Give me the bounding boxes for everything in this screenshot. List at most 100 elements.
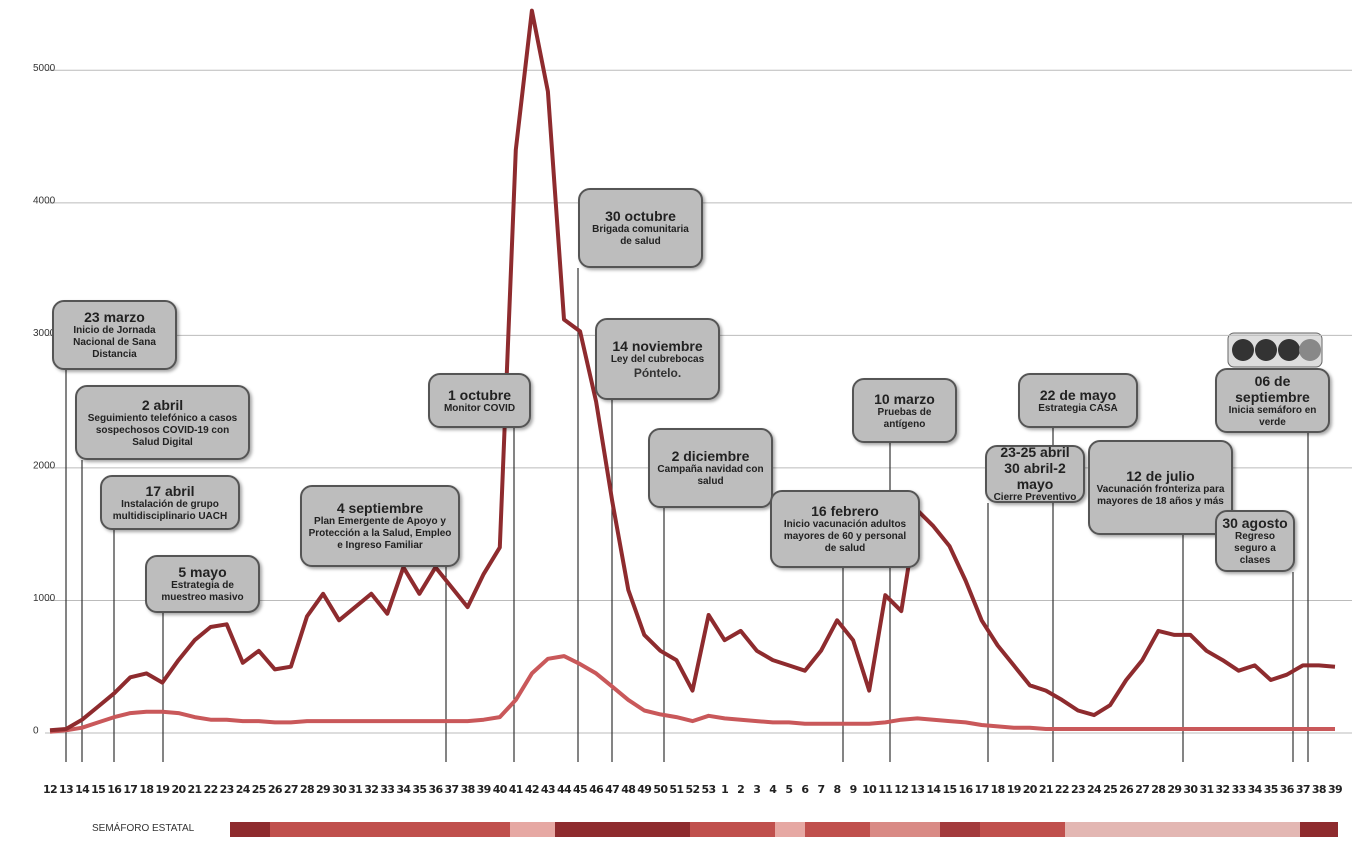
annotation: 4 septiembre Plan Emergente de Apoyo y Pr…	[300, 485, 460, 567]
x-tick-label: 11	[878, 783, 892, 796]
x-tick-label: 39	[1328, 783, 1342, 796]
x-tick-label: 26	[1119, 783, 1134, 796]
x-tick-label: 13	[910, 783, 924, 796]
annotation-text: Inicia semáforo en verde	[1228, 404, 1317, 428]
y-tick-label: 1000	[33, 593, 56, 604]
annotation-title: 22 de mayo	[1039, 386, 1117, 403]
annotation: 5 mayo Estrategia de muestreo masivo	[145, 555, 260, 613]
x-tick-label: 25	[252, 783, 266, 796]
annotation: 1 octubre Monitor COVID	[428, 373, 531, 428]
x-tick-label: 43	[541, 783, 555, 796]
semaforo-segment	[870, 822, 940, 837]
x-tick-label: 29	[1167, 783, 1181, 796]
annotation-text: Estrategia CASA	[1038, 402, 1118, 414]
x-tick-label: 47	[605, 783, 619, 796]
x-tick-label: 23	[220, 783, 234, 796]
x-tick-label: 8	[834, 783, 841, 796]
x-tick-label: 13	[59, 783, 73, 796]
annotation-title: 17 abril	[145, 482, 195, 499]
x-tick-label: 15	[91, 783, 105, 796]
traffic-light-icon	[1227, 332, 1323, 368]
x-tick-label: 18	[139, 783, 153, 796]
annotation-title: 5 mayo	[178, 564, 227, 580]
semaforo-label: SEMÁFORO ESTATAL	[92, 823, 195, 834]
semaforo-segment	[775, 822, 805, 837]
line-series	[49, 654, 1335, 734]
x-tick-label: 51	[669, 783, 683, 796]
x-tick-label: 35	[1264, 783, 1278, 796]
x-tick-label: 29	[316, 783, 330, 796]
x-tick-label: 38	[1312, 783, 1326, 796]
annotation-text: Ley del cubrebocas	[610, 354, 705, 365]
x-tick-label: 23	[1071, 783, 1085, 796]
semaforo-segment	[940, 822, 980, 837]
annotation-text: Plan Emergente de Apoyo y Protección a l…	[308, 516, 452, 551]
annotation: 23-25 abril 30 abril-2 mayo Cierre Preven…	[985, 444, 1085, 503]
x-tick-label: 25	[1103, 783, 1117, 796]
x-tick-label: 46	[589, 783, 604, 796]
x-tick-label: 21	[188, 783, 202, 796]
x-tick-label: 9	[850, 783, 857, 796]
annotation-text: Pruebas de antígeno	[877, 406, 932, 430]
annotation: 06 de septiembre Inicia semáforo en verde	[1215, 368, 1330, 433]
x-tick-label: 42	[525, 783, 539, 796]
semaforo-segment	[805, 822, 870, 837]
x-tick-label: 50	[653, 783, 668, 796]
x-tick-label: 36	[428, 783, 443, 796]
annotation-title: 2 diciembre	[671, 448, 750, 464]
annotation-title: 10 marzo	[874, 390, 935, 407]
annotation: 10 marzo Pruebas de antígeno	[852, 378, 957, 443]
x-tick-label: 53	[702, 783, 716, 796]
y-tick-label: 4000	[33, 195, 56, 206]
x-tick-label: 48	[621, 783, 635, 796]
y-tick-label: 0	[33, 726, 39, 737]
annotation-text: Vacunación fronteriza para mayores de 18…	[1096, 483, 1225, 507]
x-tick-label: 19	[155, 783, 169, 796]
x-tick-label: 1	[721, 783, 728, 796]
x-tick-label: 2	[737, 783, 744, 796]
x-tick-label: 24	[1087, 783, 1102, 796]
annotation-title: 4 septiembre	[336, 500, 424, 516]
x-tick-label: 3	[753, 783, 760, 796]
x-tick-label: 20	[171, 783, 186, 796]
x-tick-label: 41	[509, 783, 523, 796]
x-tick-label: 31	[348, 783, 362, 796]
x-tick-label: 18	[991, 783, 1005, 796]
x-tick-label: 33	[380, 783, 394, 796]
x-tick-label: 26	[268, 783, 283, 796]
annotation-text: Monitor COVID	[443, 402, 516, 414]
x-tick-label: 38	[461, 783, 475, 796]
x-tick-label: 44	[557, 783, 572, 796]
x-tick-label: 22	[204, 783, 218, 796]
x-tick-label: 4	[769, 783, 777, 796]
x-tick-label: 34	[1248, 783, 1263, 796]
annotation-title: 1 octubre	[447, 386, 511, 403]
annotation-text: Estrategia de muestreo masivo	[161, 580, 244, 603]
annotation: 30 agosto Regreso seguro a clases	[1215, 510, 1295, 572]
x-tick-label: 37	[445, 783, 459, 796]
x-tick-label: 12	[43, 783, 57, 796]
x-tick-label: 32	[1216, 783, 1230, 796]
x-tick-label: 36	[1280, 783, 1295, 796]
x-tick-label: 30	[1183, 783, 1198, 796]
annotation-text: Cierre Preventivo	[993, 492, 1077, 503]
semaforo-segment	[980, 822, 1065, 837]
annotation: 14 noviembre Ley del cubrebocas Póntelo.	[595, 318, 720, 400]
annotation: 17 abril Instalación de grupo multidiscip…	[100, 475, 240, 530]
annotation-text: Inicio vacunación adultos mayores de 60 …	[783, 519, 907, 554]
x-tick-label: 33	[1232, 783, 1246, 796]
x-tick-label: 40	[493, 783, 508, 796]
annotation-text: Instalación de grupo multidisciplinario …	[112, 498, 228, 522]
x-tick-label: 24	[236, 783, 251, 796]
x-tick-label: 16	[107, 783, 122, 796]
semaforo-segment	[270, 822, 510, 837]
annotation: 2 abril Seguimiento telefónico a casos so…	[75, 385, 250, 460]
x-tick-label: 15	[942, 783, 956, 796]
annotation: 22 de mayo Estrategia CASA	[1018, 373, 1138, 428]
annotation-title: 12 de julio	[1126, 467, 1195, 484]
annotation-title: 14 noviembre	[612, 338, 703, 354]
annotation-logo: Póntelo.	[633, 366, 682, 380]
y-tick-label: 5000	[33, 63, 56, 74]
annotation-title: 2 abril	[141, 396, 184, 413]
